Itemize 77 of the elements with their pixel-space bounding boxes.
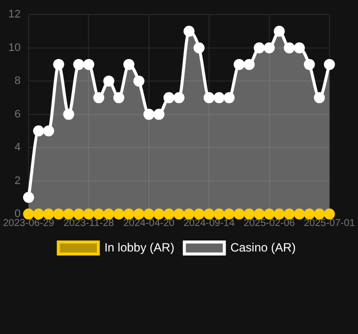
x-tick-label: 2025-02-06 bbox=[244, 218, 296, 229]
y-tick-label: 10 bbox=[8, 42, 21, 54]
point bbox=[174, 208, 184, 220]
point bbox=[133, 208, 144, 220]
point bbox=[224, 208, 235, 220]
point bbox=[63, 108, 74, 120]
point bbox=[73, 58, 84, 70]
point bbox=[204, 92, 215, 104]
point bbox=[23, 192, 34, 203]
point bbox=[43, 208, 54, 220]
point bbox=[314, 92, 325, 104]
point bbox=[83, 208, 94, 220]
y-tick-label: 6 bbox=[14, 108, 21, 120]
point bbox=[194, 208, 205, 220]
point bbox=[194, 42, 205, 54]
point bbox=[304, 208, 315, 220]
point bbox=[254, 208, 265, 220]
point bbox=[184, 26, 195, 37]
point bbox=[324, 58, 335, 70]
point bbox=[93, 208, 104, 220]
point bbox=[113, 92, 124, 104]
point bbox=[204, 208, 215, 220]
point bbox=[123, 208, 134, 220]
point bbox=[244, 208, 255, 220]
point bbox=[43, 125, 54, 136]
point bbox=[254, 42, 265, 54]
x-tick-label: 2024-09-14 bbox=[184, 218, 236, 229]
point bbox=[33, 125, 44, 136]
point bbox=[184, 208, 195, 220]
y-tick-label: 12 bbox=[8, 8, 21, 21]
x-tick-label: 2024-04-20 bbox=[123, 218, 175, 229]
point bbox=[274, 26, 285, 37]
point bbox=[324, 208, 335, 220]
point bbox=[214, 92, 225, 104]
point bbox=[234, 208, 245, 220]
x-tick-label: 2025-07-01 bbox=[304, 218, 356, 229]
point bbox=[174, 92, 184, 104]
point bbox=[143, 208, 154, 220]
point bbox=[103, 76, 114, 87]
point bbox=[264, 42, 275, 54]
point bbox=[214, 208, 225, 220]
point bbox=[284, 42, 295, 54]
point bbox=[224, 92, 235, 104]
point bbox=[153, 108, 164, 120]
point bbox=[33, 208, 44, 220]
legend-label: Casino (AR) bbox=[230, 240, 296, 254]
point bbox=[63, 208, 74, 220]
legend-label: In lobby (AR) bbox=[104, 240, 174, 254]
x-tick-label: 2023-11-28 bbox=[64, 218, 114, 229]
point bbox=[113, 208, 124, 220]
point bbox=[244, 58, 255, 70]
point bbox=[294, 208, 305, 220]
point bbox=[143, 108, 154, 120]
point bbox=[163, 92, 174, 104]
point bbox=[304, 58, 315, 70]
point bbox=[93, 92, 104, 104]
point bbox=[153, 208, 164, 220]
y-tick-label: 2 bbox=[14, 174, 21, 187]
y-tick-label: 8 bbox=[14, 75, 21, 88]
point bbox=[23, 208, 34, 220]
point bbox=[314, 208, 325, 220]
point bbox=[73, 208, 84, 220]
point bbox=[234, 58, 245, 70]
point bbox=[123, 58, 134, 70]
point bbox=[53, 58, 64, 70]
y-tick-label: 0 bbox=[14, 208, 21, 220]
x-tick-label: 2023-06-29 bbox=[3, 218, 55, 229]
y-tick-label: 4 bbox=[14, 142, 21, 154]
point bbox=[294, 42, 305, 54]
point bbox=[133, 76, 144, 87]
point bbox=[274, 208, 285, 220]
point bbox=[264, 208, 275, 220]
point bbox=[53, 208, 64, 220]
point bbox=[163, 208, 174, 220]
point bbox=[83, 58, 94, 70]
point bbox=[284, 208, 295, 220]
point bbox=[103, 208, 114, 220]
